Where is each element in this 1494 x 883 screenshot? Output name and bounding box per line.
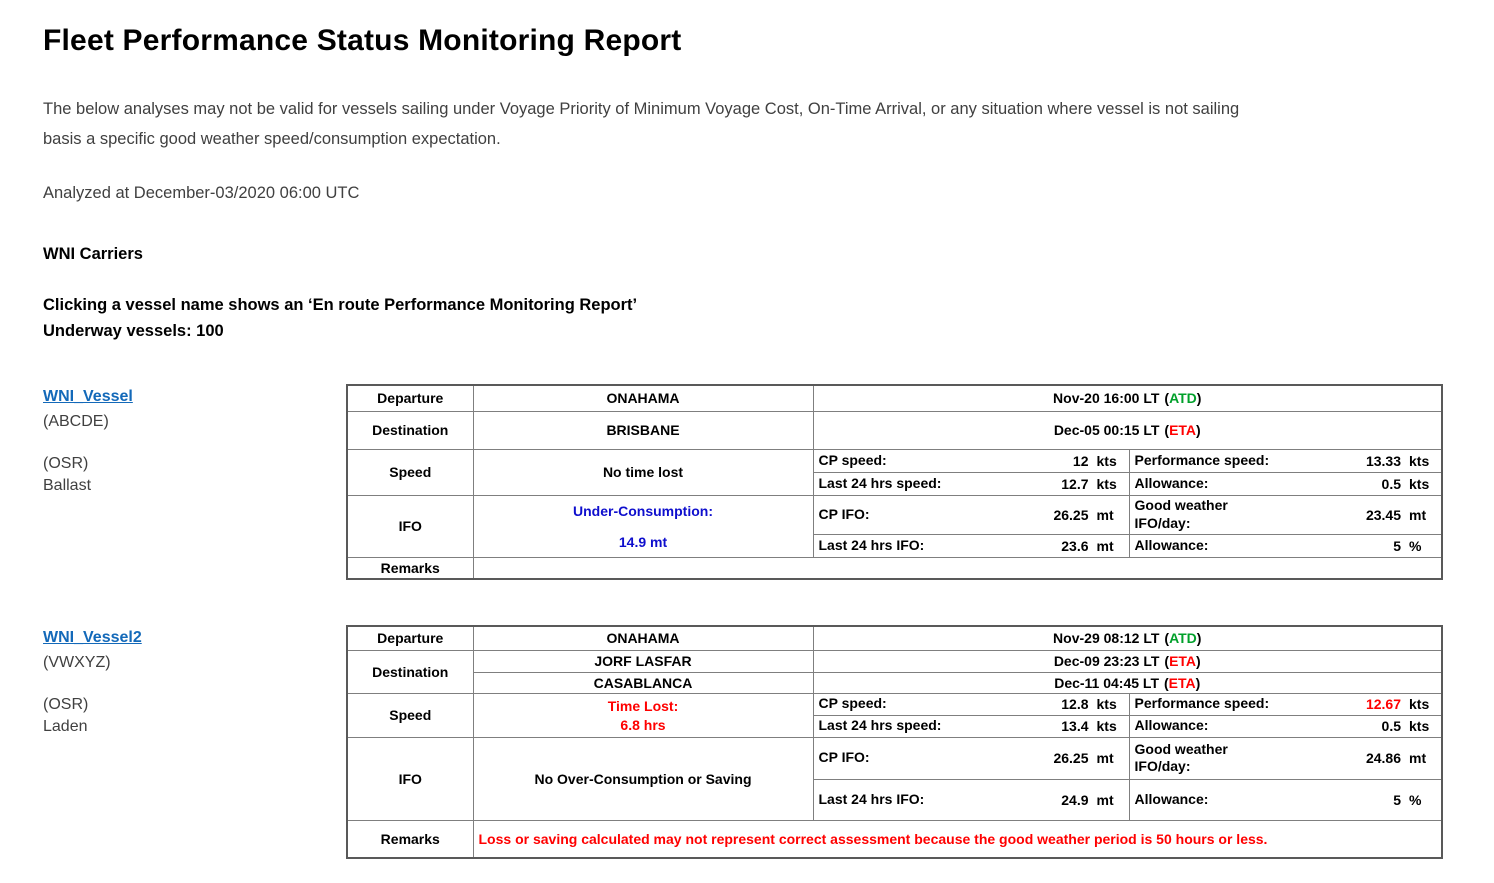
section-heading: WNI Carriers — [43, 245, 143, 263]
performance-table-2: Departure ONAHAMA Nov-29 08:12 LT (ATD) D… — [346, 625, 1444, 859]
speed-label: Speed — [346, 448, 474, 496]
ifo-status-line1: Under-Consumption: — [573, 502, 713, 519]
destination-label: Destination — [346, 410, 474, 450]
speed-status: No time lost — [472, 448, 814, 496]
destination-port: BRISBANE — [472, 410, 814, 450]
eta-tag: ETA — [1169, 422, 1197, 438]
instruction-note-line1: Clicking a vessel name shows an ‘En rout… — [43, 296, 638, 314]
disclaimer-text: The below analyses may not be valid for … — [43, 100, 1240, 148]
departure-label: Departure — [346, 625, 474, 651]
speed-status-line2: 6.8 hrs — [620, 716, 666, 733]
stat-good-weather-ifo: Good weather IFO/day: 24.86 mt — [1128, 736, 1443, 780]
departure-label: Departure — [346, 384, 474, 412]
stat-performance-speed: Performance speed: 13.33 kts — [1128, 448, 1443, 473]
atd-tag: ATD — [1169, 390, 1197, 407]
speed-status-line1: Time Lost: — [607, 697, 679, 714]
eta-tag: ETA — [1169, 653, 1197, 669]
stat-last24-ifo: Last 24 hrs IFO: 24.9 mt — [812, 778, 1130, 821]
stat-cp-speed: CP speed: 12 kts — [812, 448, 1130, 473]
remarks-text — [472, 556, 1443, 580]
departure-datetime: Nov-29 08:12 LT (ATD) — [812, 625, 1443, 651]
stat-last24-ifo: Last 24 hrs IFO: 23.6 mt — [812, 533, 1130, 558]
stat-cp-speed: CP speed: 12.8 kts — [812, 692, 1130, 716]
departure-datetime: Nov-20 16:00 LT (ATD) — [812, 384, 1443, 412]
departure-port: ONAHAMA — [472, 625, 814, 651]
stat-ifo-allowance: Allowance: 5% — [1128, 533, 1443, 558]
stat-speed-allowance: Allowance: 0.5 kts — [1128, 471, 1443, 496]
departure-port: ONAHAMA — [472, 384, 814, 412]
vessel-section-2: WNI_Vessel2 (VWXYZ) (OSR) Laden Departur… — [43, 625, 1444, 859]
stat-last24-speed: Last 24 hrs speed: 13.4 kts — [812, 714, 1130, 738]
stat-speed-allowance: Allowance: 0.5 kts — [1128, 714, 1443, 738]
vessel-load-condition: Ballast — [43, 477, 92, 494]
speed-label: Speed — [346, 692, 474, 738]
atd-tag: ATD — [1169, 630, 1197, 647]
performance-table-1: Departure ONAHAMA Nov-20 16:00 LT (ATD) D… — [346, 384, 1444, 580]
destination-datetime-1: Dec-09 23:23 LT (ETA) — [812, 649, 1443, 673]
vessel-osr: (OSR) — [43, 455, 89, 472]
eta-tag: ETA — [1168, 674, 1196, 691]
vessel-osr: (OSR) — [43, 696, 89, 713]
destination-label: Destination — [346, 649, 474, 694]
destination-datetime-2: Dec-11 04:45 LT (ETA) — [812, 671, 1443, 694]
stat-ifo-allowance: Allowance: 5% — [1128, 778, 1443, 821]
remarks-text: Loss or saving calculated may not repres… — [472, 819, 1443, 859]
stat-good-weather-ifo: Good weather IFO/day: 23.45 mt — [1128, 494, 1443, 535]
speed-status-line1: No time lost — [602, 464, 684, 480]
ifo-status: Under-Consumption: 14.9 mt — [472, 494, 814, 558]
analyzed-at: Analyzed at December-03/2020 06:00 UTC — [43, 184, 360, 202]
destination-port-2: CASABLANCA — [472, 671, 814, 694]
ifo-status-line1: No Over-Consumption or Saving — [534, 770, 752, 787]
vessel-code: (VWXYZ) — [43, 654, 111, 671]
stat-cp-ifo: CP IFO: 26.25 mt — [812, 494, 1130, 535]
vessel-info-1: WNI_Vessel (ABCDE) (OSR) Ballast — [43, 384, 346, 497]
underway-vessels-count: Underway vessels: 100 — [43, 322, 224, 340]
stat-performance-speed: Performance speed: 12.67 kts — [1128, 692, 1443, 716]
ifo-label: IFO — [346, 494, 474, 558]
stat-cp-ifo: CP IFO: 26.25 mt — [812, 736, 1130, 780]
vessel-link[interactable]: WNI_Vessel — [43, 388, 133, 405]
ifo-label: IFO — [346, 736, 474, 821]
vessel-section-1: WNI_Vessel (ABCDE) (OSR) Ballast Departu… — [43, 384, 1444, 580]
ifo-status: No Over-Consumption or Saving — [472, 736, 814, 821]
remarks-label: Remarks — [346, 819, 474, 859]
instruction-note: Clicking a vessel name shows an ‘En rout… — [43, 292, 1444, 344]
vessel-code: (ABCDE) — [43, 413, 109, 430]
page-title: Fleet Performance Status Monitoring Repo… — [43, 24, 682, 57]
vessel-load-condition: Laden — [43, 718, 88, 735]
ifo-status-line2: 14.9 mt — [618, 533, 668, 550]
destination-port-1: JORF LASFAR — [472, 649, 814, 673]
vessel-info-2: WNI_Vessel2 (VWXYZ) (OSR) Laden — [43, 625, 346, 738]
stat-last24-speed: Last 24 hrs speed: 12.7 kts — [812, 471, 1130, 496]
vessel-link[interactable]: WNI_Vessel2 — [43, 629, 142, 646]
remarks-label: Remarks — [346, 556, 474, 580]
destination-datetime: Dec-05 00:15 LT (ETA) — [812, 410, 1443, 450]
speed-status: Time Lost: 6.8 hrs — [472, 692, 814, 738]
